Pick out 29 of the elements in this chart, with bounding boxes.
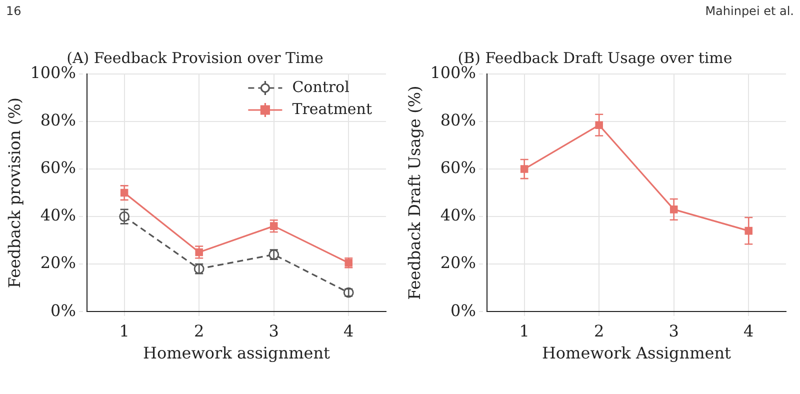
chart-title: (A) Feedback Provision over Time — [66, 48, 324, 67]
y-tick-label: 80% — [40, 110, 76, 130]
x-axis-title: Homework Assignment — [542, 344, 732, 363]
x-tick-label: 3 — [268, 321, 279, 340]
y-axis-title: Feedback provision (%) — [4, 97, 24, 288]
text: Mahinpei et al. — [705, 4, 794, 18]
y-tick-label: 0% — [50, 300, 76, 320]
x-tick-label: 1 — [519, 321, 530, 340]
x-axis-title: Homework assignment — [142, 344, 331, 363]
chart-title: (B) Feedback Draft Usage over time — [458, 48, 732, 67]
x-tick-label: 4 — [744, 321, 754, 340]
text: 16 — [6, 4, 22, 18]
y-tick-label: 80% — [440, 110, 476, 130]
y-tick-label: 40% — [440, 206, 476, 225]
y-tick-label: 20% — [40, 253, 76, 272]
x-tick-label: 4 — [344, 321, 354, 340]
y-tick-label: 60% — [40, 158, 76, 178]
legend-label: Treatment — [292, 100, 372, 118]
x-tick-label: 2 — [594, 321, 604, 340]
x-tick-label: 1 — [119, 321, 130, 340]
y-axis-title: Feedback Draft Usage (%) — [404, 86, 424, 300]
y-tick-label: 20% — [440, 253, 476, 272]
x-tick-label: 2 — [194, 321, 204, 340]
y-tick-label: 0% — [450, 300, 476, 320]
legend-label: Control — [292, 78, 350, 96]
y-tick-label: 60% — [440, 158, 476, 178]
x-tick-label: 3 — [668, 321, 679, 340]
y-tick-label: 40% — [40, 206, 76, 225]
point — [595, 121, 603, 129]
